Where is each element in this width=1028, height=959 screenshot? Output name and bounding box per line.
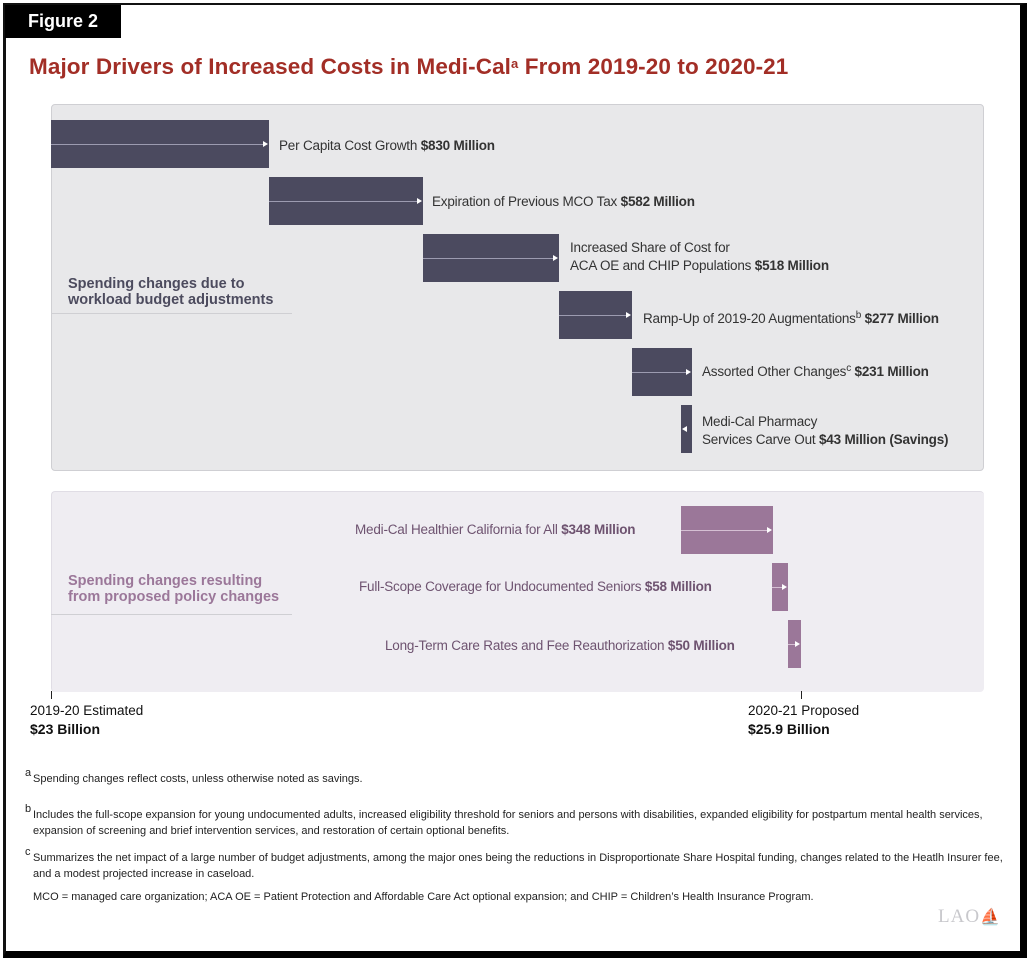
bar-ramp-up-augmentations [559, 291, 632, 339]
arrow-left-icon [682, 426, 687, 432]
workload-label-line2: workload budget adjustments [68, 292, 274, 308]
bar-label-long-term-care: Long-Term Care Rates and Fee Reauthoriza… [385, 638, 735, 653]
bar-label-aca-chip: Increased Share of Cost for ACA OE and C… [570, 240, 829, 273]
axis-tick-end [801, 691, 802, 699]
arrow-line [423, 258, 556, 259]
bar-aca-chip-share-of-cost [423, 234, 559, 282]
footnote-c-mark: c [25, 846, 31, 858]
arrow-right-icon [795, 641, 800, 647]
policy-label-line1: Spending changes resulting [68, 573, 263, 589]
arrow-right-icon [553, 255, 558, 261]
axis-start-label: 2019-20 Estimated $23 Billion [30, 703, 144, 737]
arrow-line [632, 372, 689, 373]
bar-label-healthier-california: Medi-Cal Healthier California for All $3… [355, 522, 636, 537]
arrow-line [559, 315, 629, 316]
arrow-right-icon [626, 312, 631, 318]
workload-group-label: Spending changes due to workload budget … [68, 276, 273, 308]
arrow-right-icon [686, 369, 691, 375]
bar-label-assorted: Assorted Other Changesc $231 Million [702, 363, 929, 379]
axis-tick-start [51, 691, 52, 699]
footnote-b: b Includes the full-scope expansion for … [25, 803, 983, 837]
bar-mco-tax-expiration [269, 177, 423, 225]
arrow-line [269, 201, 420, 202]
bar-label-per-capita: Per Capita Cost Growth $830 Million [279, 138, 495, 153]
chart-title: Major Drivers of Increased Costs in Medi… [29, 54, 788, 80]
bar-label-pharmacy: Medi-Cal Pharmacy Services Carve Out $43… [702, 414, 949, 447]
arrow-line [772, 587, 785, 588]
arrow-right-icon [417, 198, 422, 204]
policy-label-rule [51, 614, 292, 615]
footnote-a: a Spending changes reflect costs, unless… [25, 767, 363, 785]
footnote-abbreviations: MCO = managed care organization; ACA OE … [33, 891, 814, 903]
footnote-b-mark: b [25, 803, 32, 815]
policy-group-label: Spending changes resulting from proposed… [68, 573, 279, 605]
axis-end-label: 2020-21 Proposed $25.9 Billion [748, 703, 860, 737]
bar-long-term-care [788, 620, 801, 668]
lao-logo: LAO⛵ [938, 906, 1001, 927]
bar-label-ramp-up: Ramp-Up of 2019-20 Augmentationsb $277 M… [643, 310, 939, 326]
arrow-line [681, 530, 770, 531]
policy-panel [51, 491, 984, 692]
footnote-a-mark: a [25, 767, 32, 779]
policy-label-line2: from proposed policy changes [68, 589, 280, 605]
bar-per-capita-cost-growth [51, 120, 269, 168]
bar-label-undocumented-seniors: Full-Scope Coverage for Undocumented Sen… [359, 579, 712, 594]
lao-logo-icon: ⛵ [980, 909, 1001, 926]
title-main: Major Drivers of Increased Costs in Medi… [29, 54, 512, 79]
figure-label: Figure 2 [5, 5, 121, 38]
bar-assorted-other-changes [632, 348, 692, 396]
title-footnote-mark: a [511, 56, 519, 71]
workload-label-rule [51, 313, 292, 314]
bar-healthier-california [681, 506, 773, 554]
arrow-right-icon [767, 527, 772, 533]
arrow-line [51, 144, 266, 145]
arrow-right-icon [782, 584, 787, 590]
bar-undocumented-seniors [772, 563, 788, 611]
bar-label-mco-tax: Expiration of Previous MCO Tax $582 Mill… [432, 194, 695, 209]
arrow-line [788, 644, 798, 645]
bar-pharmacy-carve-out [681, 405, 692, 453]
workload-label-line1: Spending changes due to [68, 276, 245, 292]
title-tail: From 2019-20 to 2020-21 [518, 54, 789, 79]
footnote-c: c Summarizes the net impact of a large n… [25, 846, 1003, 880]
arrow-right-icon [263, 141, 268, 147]
